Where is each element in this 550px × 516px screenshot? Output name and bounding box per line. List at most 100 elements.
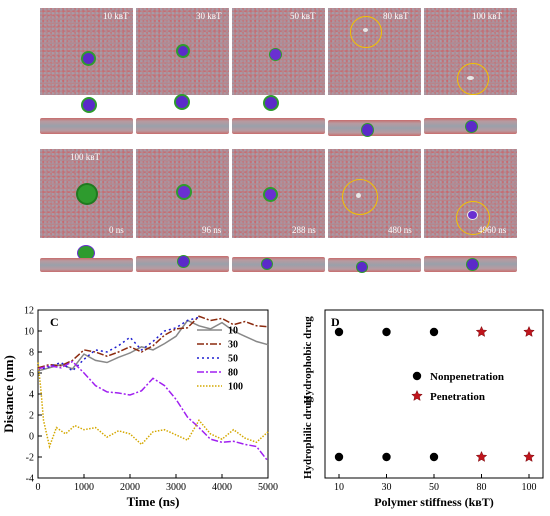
x-tick-label: 1000 — [74, 482, 94, 493]
stiffness-label: 100 kʙT — [472, 11, 502, 21]
snapshot-a-80 — [328, 8, 421, 95]
drug-particle-side — [78, 246, 94, 260]
legend-label: 30 — [228, 340, 238, 351]
drug-particle — [178, 46, 188, 56]
y-tick-label: 6 — [29, 369, 34, 380]
stiffness-label: 10 kʙT — [103, 11, 129, 21]
legend-label: 10 — [228, 326, 238, 337]
drug-particle-side — [362, 124, 373, 136]
time-label: 4960 ns — [478, 225, 507, 235]
x-tick-label: 4000 — [212, 482, 232, 493]
legend-marker-star — [411, 389, 423, 401]
series-line-80 — [37, 360, 269, 462]
drug-particle-side — [467, 259, 478, 270]
marker-penetration — [523, 450, 535, 462]
membrane-side-b-0 — [40, 258, 133, 272]
drug-particle — [78, 185, 96, 203]
time-label: 96 ns — [202, 225, 222, 235]
marker-nonpenetration — [382, 327, 391, 337]
marker-nonpenetration — [334, 452, 344, 462]
stiffness-label: 100 kʙT — [70, 152, 100, 162]
membrane-side-b-480 — [328, 258, 421, 272]
y-tick-label: 2 — [29, 411, 34, 422]
y-axis-label: Distance (nm) — [1, 355, 16, 433]
y-tick-label: -4 — [26, 474, 34, 485]
y-tick-label: -2 — [26, 453, 34, 464]
marker-nonpenetration — [429, 327, 439, 337]
legend-label: 80 — [228, 368, 238, 379]
membrane-side-a-10 — [40, 118, 133, 134]
drug-particle-side — [357, 262, 367, 272]
penetration-ring — [456, 201, 490, 235]
x-tick-label: 2000 — [120, 482, 140, 493]
membrane-side-a-50 — [232, 118, 325, 134]
x-axis-label: Time (ns) — [127, 494, 180, 509]
stiffness-label: 50 kʙT — [290, 11, 316, 21]
drug-particle — [363, 28, 368, 32]
x-tick-label: 3000 — [166, 482, 186, 493]
marker-penetration — [475, 450, 488, 462]
series-line-50 — [37, 316, 200, 372]
drug-particle-side — [466, 121, 477, 132]
panel-d-chart: D 10 30 50 80 100 Polymer stiffness (kʙT) Hydro… — [302, 309, 544, 509]
snapshot-b-96 — [136, 149, 229, 238]
membrane-side-a-30 — [136, 118, 229, 134]
snapshot-b-0 — [40, 149, 133, 238]
x-tick-label: 0 — [36, 482, 41, 493]
time-label: 0 ns — [109, 225, 124, 235]
stiffness-label: 80 kʙT — [383, 11, 409, 21]
drug-particle-side — [262, 259, 272, 269]
y-tick-label: 8 — [29, 348, 34, 359]
snapshot-b-480 — [328, 149, 421, 238]
panel-c-chart: C 0 1000 2000 3000 4000 5000 -4 -2 0 2 4 6 8 10 12 Time … — [1, 306, 278, 510]
panel-d-letter: D — [331, 315, 340, 329]
penetration-ring — [457, 63, 489, 95]
legend-marker-circle — [412, 371, 422, 381]
drug-particle — [356, 193, 361, 198]
marker-nonpenetration — [334, 327, 344, 337]
legend-label: 50 — [228, 354, 238, 365]
x-tick-label: 80 — [477, 482, 487, 493]
panel-c-letter: C — [50, 315, 59, 329]
drug-particle-side — [265, 97, 277, 109]
marker-nonpenetration — [382, 452, 391, 462]
drug-particle — [467, 76, 474, 80]
snapshot-b-288 — [232, 149, 325, 238]
legend-label: Nonpenetration — [430, 371, 504, 383]
marker-penetration — [475, 325, 488, 337]
y-tick-label: 10 — [24, 327, 34, 338]
x-tick-label: 100 — [522, 482, 537, 493]
x-tick-label: 10 — [334, 482, 344, 493]
snapshot-a-100 — [424, 8, 517, 95]
drug-particle — [83, 53, 94, 64]
marker-penetration — [523, 325, 535, 337]
drug-particle-side — [178, 256, 189, 267]
series-line-30 — [37, 315, 269, 369]
drug-particle — [178, 186, 190, 198]
membrane-side-a-80 — [328, 120, 421, 136]
marker-nonpenetration — [429, 452, 439, 462]
penetration-ring — [350, 16, 382, 48]
legend-label: 100 — [228, 382, 243, 393]
snapshot-a-10 — [40, 8, 133, 95]
snapshot-a-30 — [136, 8, 229, 95]
row-label-hydrophobic: Hydrophobic drug — [302, 316, 314, 404]
legend-label: Penetration — [430, 391, 485, 403]
x-tick-label: 5000 — [258, 482, 278, 493]
snapshot-a-50 — [232, 8, 325, 95]
drug-particle — [265, 189, 276, 200]
membrane-side-b-288 — [232, 257, 325, 272]
x-tick-label: 50 — [429, 482, 439, 493]
series-line-10 — [37, 319, 269, 372]
y-tick-label: 4 — [29, 390, 34, 401]
drug-particle — [468, 211, 477, 219]
y-tick-label: 12 — [24, 306, 34, 317]
x-tick-label: 30 — [382, 482, 392, 493]
time-label: 288 ns — [292, 225, 316, 235]
drug-particle — [270, 49, 281, 60]
penetration-ring — [342, 179, 378, 215]
drug-particle-side — [176, 96, 188, 108]
y-tick-label: 0 — [29, 432, 34, 443]
drug-particle-side — [83, 99, 95, 111]
snapshot-b-4960 — [424, 149, 517, 238]
